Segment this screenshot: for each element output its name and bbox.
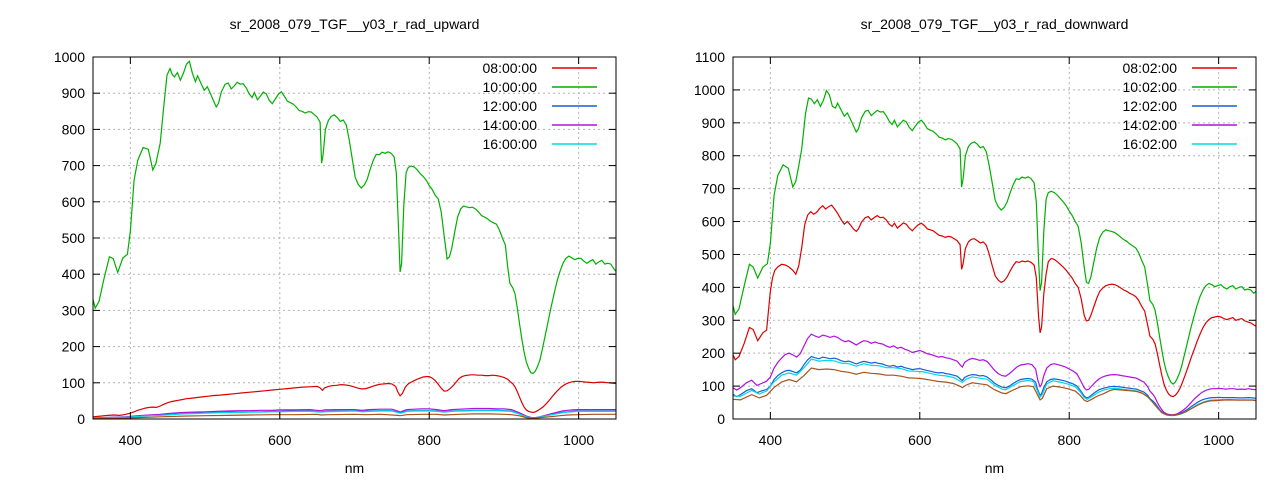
y-tick-label: 600	[62, 194, 86, 210]
legend: 08:00:00 10:00:00 12:00:00 14:00:00 16:00:00	[483, 60, 597, 152]
y-tick-label: 500	[702, 246, 726, 262]
y-tick-label: 200	[62, 339, 86, 355]
y-tick-label: 0	[717, 411, 725, 427]
series-line-140200	[732, 333, 1257, 416]
series-line-080200	[732, 204, 1257, 398]
chart-title: sr_2008_079_TGF__y03_r_rad_upward	[230, 16, 480, 32]
legend: 08:02:00 10:02:00 12:02:00 14:02:00 16:02:00	[1123, 60, 1237, 152]
chart-upward-panel: 400 600 800 1000 0 100 200 300 400 500 600 700 800 90…	[54, 16, 617, 476]
legend-label: 10:02:00	[1123, 79, 1178, 95]
series-line-unlabeled	[732, 367, 1257, 417]
chart-canvas: 400 600 800 1000 0 100 200 300 400 500 600 700 800 90…	[54, 16, 617, 476]
y-tick-label: 1000	[694, 82, 725, 98]
tick-marks	[733, 56, 1256, 420]
x-tick-label: 800	[418, 432, 442, 448]
grid-lines	[733, 56, 1256, 420]
chart-title: sr_2008_079_TGF__y03_r_rad_downward	[861, 16, 1129, 32]
y-tick-label: 800	[702, 148, 726, 164]
y-tick-label: 900	[702, 115, 726, 131]
y-tick-label: 300	[702, 312, 726, 328]
y-tick-label: 900	[62, 85, 86, 101]
x-tick-label: 1000	[563, 432, 594, 448]
legend-label: 10:00:00	[483, 79, 538, 95]
legend-label: 08:00:00	[483, 60, 538, 76]
y-tick-label: 0	[77, 411, 85, 427]
x-tick-label: 600	[268, 432, 292, 448]
y-tick-label: 100	[62, 375, 86, 391]
legend-label: 12:00:00	[483, 98, 538, 114]
legend-label: 12:02:00	[1123, 98, 1178, 114]
legend-label: 14:02:00	[1123, 117, 1178, 133]
x-axis-label: nm	[985, 460, 1004, 476]
y-tick-label: 500	[62, 230, 86, 246]
series-line-100200	[732, 89, 1257, 385]
legend-label: 14:00:00	[483, 117, 538, 133]
legend-label: 08:02:00	[1123, 60, 1178, 76]
y-tick-label: 400	[62, 266, 86, 282]
y-tick-label: 1000	[54, 49, 85, 65]
y-tick-label: 200	[702, 345, 726, 361]
tick-labels: 400 600 800 1000 0 100 200 300 400 500 600 700 800 90…	[54, 49, 595, 448]
x-tick-label: 600	[908, 432, 932, 448]
series-lines	[732, 89, 1257, 417]
y-tick-label: 1100	[695, 49, 725, 65]
series-line-080000	[92, 374, 617, 418]
y-tick-label: 700	[702, 181, 726, 197]
x-tick-label: 1000	[1203, 432, 1234, 448]
tick-marks	[93, 56, 616, 420]
y-tick-label: 800	[62, 121, 86, 137]
x-tick-label: 400	[759, 432, 783, 448]
series-lines	[92, 60, 617, 420]
chart-canvas: 400 600 800 1000 0 100 200 300 400 500 600 700 800 90…	[694, 16, 1257, 476]
legend-label: 16:02:00	[1123, 136, 1178, 152]
y-tick-label: 100	[702, 378, 726, 394]
y-tick-label: 600	[702, 214, 726, 230]
series-line-160000	[92, 410, 616, 419]
series-line-unlabeled	[92, 413, 616, 420]
y-tick-label: 300	[62, 302, 86, 318]
y-tick-label: 700	[62, 158, 86, 174]
x-axis-label: nm	[345, 460, 364, 476]
y-tick-label: 400	[702, 279, 726, 295]
x-tick-label: 400	[119, 432, 143, 448]
tick-labels: 400 600 800 1000 0 100 200 300 400 500 600 700 800 90…	[694, 49, 1235, 448]
legend-label: 16:00:00	[483, 136, 538, 152]
series-line-100000	[92, 60, 617, 375]
series-line-140000	[92, 407, 616, 419]
chart-downward-panel: 400 600 800 1000 0 100 200 300 400 500 600 700 800 90…	[640, 0, 1280, 480]
x-tick-label: 800	[1058, 432, 1082, 448]
plot-border	[732, 56, 1257, 420]
